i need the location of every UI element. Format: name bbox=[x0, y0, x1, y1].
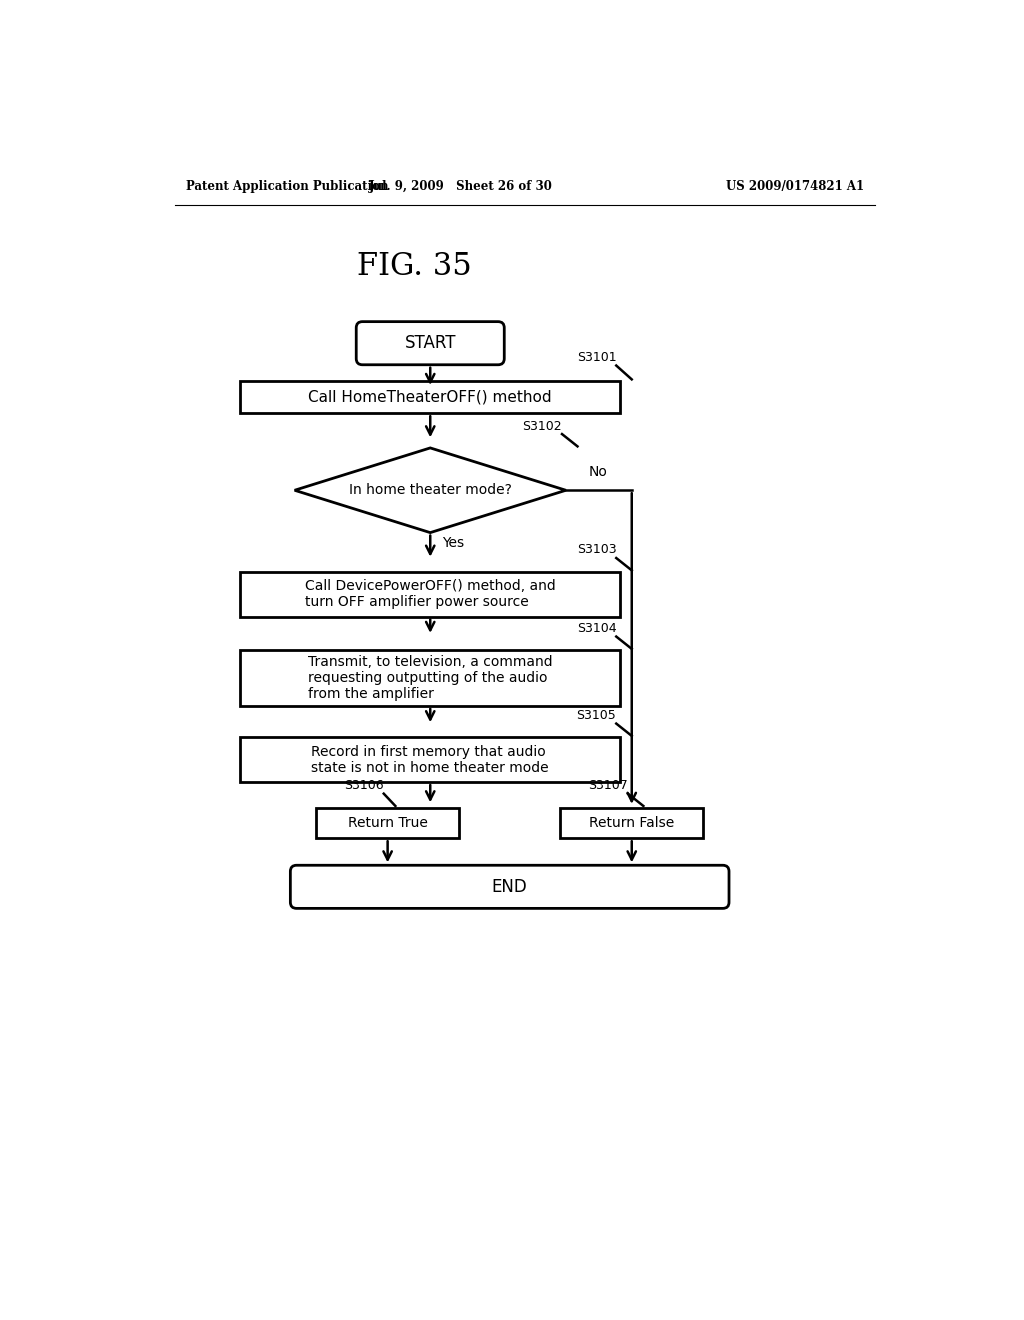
Bar bbox=[241, 572, 621, 616]
Text: Call HomeTheaterOFF() method: Call HomeTheaterOFF() method bbox=[308, 389, 552, 405]
Text: FIG. 35: FIG. 35 bbox=[357, 251, 472, 281]
FancyBboxPatch shape bbox=[356, 322, 504, 364]
Bar bbox=[560, 808, 703, 838]
Text: Jul. 9, 2009   Sheet 26 of 30: Jul. 9, 2009 Sheet 26 of 30 bbox=[370, 181, 553, 194]
Text: Return True: Return True bbox=[348, 816, 428, 830]
Text: Call DevicePowerOFF() method, and
turn OFF amplifier power source: Call DevicePowerOFF() method, and turn O… bbox=[305, 579, 556, 610]
Text: S3106: S3106 bbox=[344, 779, 384, 792]
Bar bbox=[241, 651, 621, 706]
Bar bbox=[241, 381, 621, 413]
Text: S3107: S3107 bbox=[588, 779, 628, 792]
Bar bbox=[241, 738, 621, 781]
Text: Patent Application Publication: Patent Application Publication bbox=[186, 181, 389, 194]
Text: S3101: S3101 bbox=[577, 351, 616, 364]
Text: END: END bbox=[492, 878, 527, 896]
FancyBboxPatch shape bbox=[291, 866, 729, 908]
Text: S3104: S3104 bbox=[577, 622, 616, 635]
Text: S3103: S3103 bbox=[577, 544, 616, 557]
Text: In home theater mode?: In home theater mode? bbox=[349, 483, 512, 498]
Text: No: No bbox=[589, 465, 608, 479]
Text: Transmit, to television, a command
requesting outputting of the audio
from the a: Transmit, to television, a command reque… bbox=[308, 655, 553, 701]
Text: Return False: Return False bbox=[589, 816, 675, 830]
Text: S3105: S3105 bbox=[577, 709, 616, 722]
Text: START: START bbox=[404, 334, 456, 352]
Polygon shape bbox=[295, 447, 566, 533]
Bar bbox=[316, 808, 460, 838]
Text: US 2009/0174821 A1: US 2009/0174821 A1 bbox=[726, 181, 864, 194]
Text: Yes: Yes bbox=[442, 536, 464, 550]
Text: Record in first memory that audio
state is not in home theater mode: Record in first memory that audio state … bbox=[311, 744, 549, 775]
Text: S3102: S3102 bbox=[522, 420, 562, 433]
